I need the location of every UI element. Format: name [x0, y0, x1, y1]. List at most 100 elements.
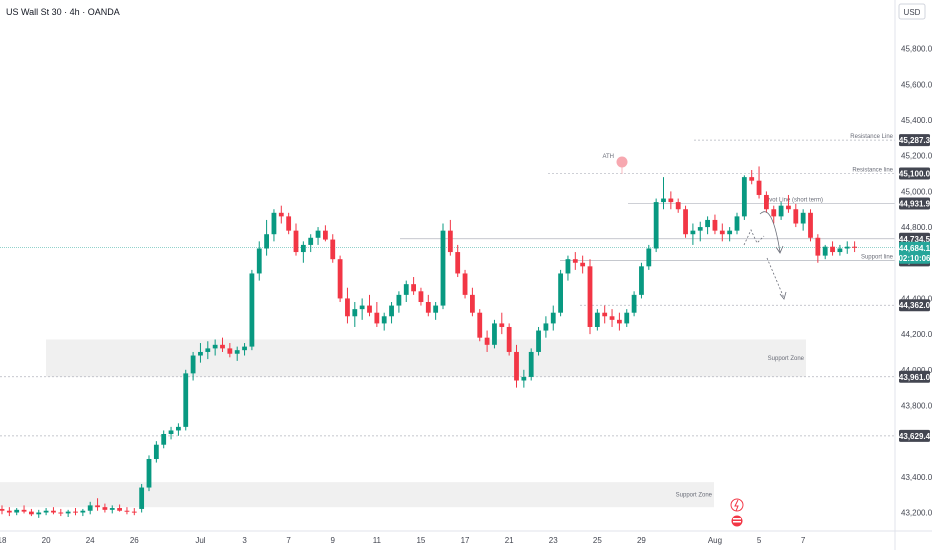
- current-price-label: 44,684.1: [899, 244, 931, 253]
- x-tick-label: 7: [801, 536, 806, 545]
- candle: [234, 346, 240, 361]
- candle: [705, 216, 710, 235]
- candle-body: [0, 508, 5, 511]
- candle-body: [433, 305, 439, 313]
- candle: [550, 305, 556, 331]
- candle: [764, 191, 769, 213]
- candle-body: [293, 230, 299, 253]
- candle-body: [617, 319, 622, 324]
- level-label-1: Resistance Line: [850, 134, 893, 140]
- candle: [455, 244, 461, 278]
- candle-body: [80, 510, 86, 513]
- price-tag-bg: [899, 197, 930, 210]
- candle-body: [565, 259, 571, 274]
- candle: [6, 507, 12, 517]
- price-tag-bg: [899, 167, 930, 180]
- candle-body: [705, 219, 710, 228]
- lightning-icon: [734, 499, 739, 512]
- candle-body: [550, 312, 556, 324]
- candle: [683, 205, 688, 238]
- y-tick-label: 45,800.0: [901, 45, 932, 54]
- candle-body: [719, 230, 725, 235]
- candle-body: [477, 312, 483, 338]
- candle-body: [624, 312, 630, 324]
- price-tag-bg: [899, 299, 930, 312]
- candle: [73, 508, 78, 516]
- time-axis[interactable]: 18 20 24 26 Jul 3 7 9 11 15 17 21 23 25 29 Aug 5 7: [0, 530, 932, 545]
- candle-body: [396, 294, 402, 306]
- y-tick-label: 43,400.0: [901, 473, 932, 482]
- candle: [29, 508, 34, 517]
- x-tick-label: 15: [416, 536, 425, 545]
- candle-body: [741, 177, 747, 217]
- candle: [95, 498, 100, 511]
- candle-body: [337, 259, 343, 299]
- y-tick-label: 44,200.0: [901, 330, 932, 339]
- candle: [734, 212, 740, 235]
- candle-body: [793, 209, 799, 224]
- candle-body: [403, 284, 409, 295]
- level-label-5: Support line: [861, 254, 894, 260]
- candle-body: [543, 323, 549, 331]
- x-tick-label: 7: [286, 536, 291, 545]
- x-tick-label: Jul: [195, 536, 205, 545]
- x-tick-label: 9: [331, 536, 336, 545]
- price-axis[interactable]: 45,287.345,100.044,931.944,734.544,613.5…: [894, 0, 932, 550]
- price-tag-6: 44,362.0: [899, 299, 931, 312]
- candle: [653, 198, 659, 253]
- candle: [844, 241, 850, 254]
- candle: [161, 430, 167, 449]
- price-tag-label: 44,734.5: [899, 235, 931, 244]
- ath-marker: [616, 156, 628, 168]
- candle: [425, 294, 431, 317]
- candle: [153, 441, 159, 463]
- candle: [499, 312, 505, 335]
- price-tag-label: 43,629.4: [899, 432, 931, 441]
- candle-body: [514, 351, 519, 381]
- projection-arrowhead-2: [779, 291, 787, 300]
- price-tag-label: 44,931.9: [899, 200, 931, 209]
- x-tick-label: Aug: [708, 536, 722, 545]
- event-icons[interactable]: [730, 498, 744, 528]
- candle-body: [212, 344, 218, 349]
- currency-button[interactable]: USD: [898, 3, 926, 20]
- candle: [639, 262, 644, 299]
- x-tick-label: 23: [549, 536, 558, 545]
- candle: [719, 223, 725, 242]
- x-tick-label: 11: [373, 536, 382, 545]
- candle: [403, 280, 409, 303]
- candle: [609, 309, 615, 327]
- candle: [572, 252, 578, 270]
- candle-body: [808, 212, 813, 238]
- candle: [756, 166, 762, 199]
- candle-body: [756, 180, 762, 195]
- y-tick-label: 45,200.0: [901, 152, 932, 161]
- candle: [521, 369, 527, 388]
- candle-body: [800, 212, 806, 224]
- candle: [242, 343, 247, 356]
- candle-body: [506, 326, 512, 352]
- candle: [65, 509, 71, 517]
- countdown-label: 02:10:06: [898, 254, 931, 263]
- candle: [220, 337, 225, 352]
- candle: [256, 241, 262, 281]
- candle-body: [264, 234, 269, 249]
- candle-body: [278, 212, 284, 217]
- candle-body: [29, 511, 34, 515]
- price-tag-bg: [899, 429, 930, 442]
- candle: [396, 291, 402, 313]
- candle-body: [352, 309, 358, 317]
- y-tick-label: 44,000.0: [901, 366, 932, 375]
- candles: [0, 166, 857, 518]
- candle: [543, 316, 549, 338]
- x-tick-label: 21: [505, 536, 514, 545]
- candle: [337, 255, 343, 303]
- candle: [433, 302, 439, 320]
- candle: [514, 344, 519, 388]
- candle-body: [536, 330, 541, 352]
- candle-body: [712, 219, 718, 231]
- candle: [286, 212, 292, 235]
- candle-body: [830, 246, 835, 253]
